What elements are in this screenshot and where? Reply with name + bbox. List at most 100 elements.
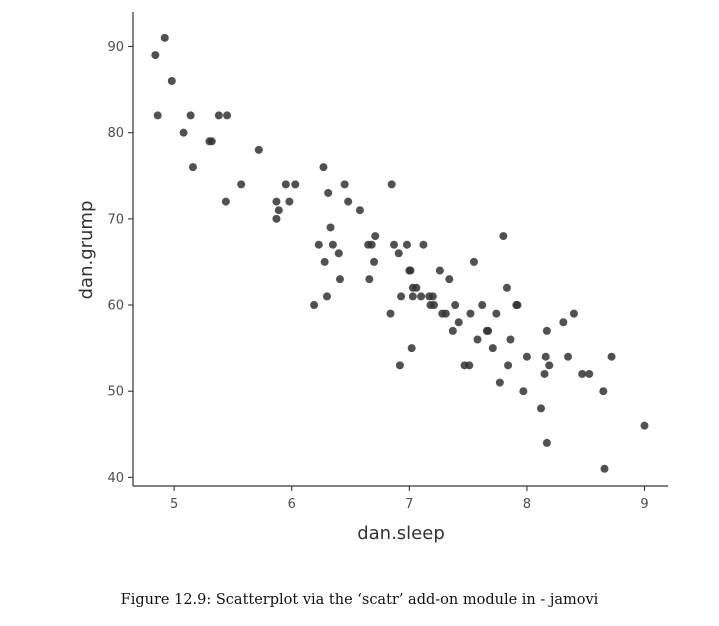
x-axis-title: dan.sleep — [357, 523, 445, 544]
data-point — [335, 275, 344, 284]
data-point — [540, 369, 549, 378]
data-point — [323, 292, 332, 301]
data-point — [406, 266, 415, 275]
data-point — [367, 240, 376, 249]
data-point — [408, 292, 417, 301]
data-point — [390, 240, 399, 249]
data-point — [386, 309, 395, 318]
data-point — [160, 33, 169, 42]
data-point — [223, 111, 232, 120]
data-point — [451, 301, 460, 310]
data-point — [435, 266, 444, 275]
y-tick-label: 40 — [107, 471, 124, 486]
data-point — [599, 387, 608, 396]
data-point — [559, 318, 568, 327]
data-point — [207, 137, 216, 146]
data-point — [506, 335, 515, 344]
data-point — [537, 404, 546, 413]
data-point — [365, 275, 374, 284]
y-tick-label: 80 — [107, 126, 124, 141]
data-point — [564, 352, 573, 361]
data-point — [324, 188, 333, 197]
data-point — [417, 292, 426, 301]
data-point — [221, 197, 230, 206]
data-point — [179, 128, 188, 137]
data-point — [522, 352, 531, 361]
data-point — [407, 344, 416, 353]
data-point — [542, 326, 551, 335]
data-point — [469, 257, 478, 266]
data-point — [340, 180, 349, 189]
data-point — [445, 275, 454, 284]
data-point — [387, 180, 396, 189]
data-point — [541, 352, 550, 361]
data-point — [499, 232, 508, 241]
data-point — [214, 111, 223, 120]
data-point — [328, 240, 337, 249]
data-point — [640, 421, 649, 430]
data-point — [542, 438, 551, 447]
data-point — [237, 180, 246, 189]
data-point — [186, 111, 195, 120]
data-point — [314, 240, 323, 249]
data-point — [402, 240, 411, 249]
data-point — [504, 361, 513, 370]
data-point — [430, 301, 439, 310]
data-point — [272, 197, 281, 206]
data-point — [419, 240, 428, 249]
data-point — [188, 163, 197, 172]
data-point — [502, 283, 511, 292]
data-point — [371, 232, 380, 241]
x-tick-label: 8 — [523, 497, 531, 512]
ticks: 5 6 7 8 9 40 50 60 70 80 90 — [107, 40, 648, 512]
data-point — [607, 352, 616, 361]
data-point — [394, 249, 403, 258]
data-point — [492, 309, 501, 318]
data-point — [274, 206, 283, 215]
data-point — [320, 257, 329, 266]
data-point — [578, 369, 587, 378]
y-tick-label: 50 — [107, 385, 124, 400]
data-point — [473, 335, 482, 344]
y-tick-label: 70 — [107, 212, 124, 227]
data-point — [151, 51, 160, 60]
data-point — [545, 361, 554, 370]
data-point — [285, 197, 294, 206]
data-point — [395, 361, 404, 370]
data-point — [355, 206, 364, 215]
data-point — [167, 76, 176, 85]
y-axis-title: dan.grump — [76, 201, 97, 300]
data-point — [326, 223, 335, 232]
data-point — [600, 464, 609, 473]
data-point — [370, 257, 379, 266]
data-point — [488, 344, 497, 353]
data-point — [153, 111, 162, 120]
x-tick-label: 6 — [288, 497, 296, 512]
scatterplot: 5 6 7 8 9 40 50 60 70 80 90 dan.sleep dan.grump — [76, 12, 668, 544]
y-tick-label: 60 — [107, 299, 124, 314]
data-point — [454, 318, 463, 327]
x-tick-label: 5 — [170, 497, 178, 512]
y-tick-label: 90 — [107, 40, 124, 55]
data-point — [281, 180, 290, 189]
x-tick-label: 7 — [405, 497, 413, 512]
data-point — [344, 197, 353, 206]
data-point — [513, 301, 522, 310]
points-layer — [151, 33, 649, 473]
data-point — [495, 378, 504, 387]
data-point — [484, 326, 493, 335]
figure-caption: Figure 12.9: Scatterplot via the ‘scatr’… — [120, 592, 599, 608]
data-point — [428, 292, 437, 301]
data-point — [310, 301, 319, 310]
data-point — [441, 309, 450, 318]
data-point — [569, 309, 578, 318]
data-point — [412, 283, 421, 292]
axes — [132, 12, 668, 487]
data-point — [397, 292, 406, 301]
data-point — [448, 326, 457, 335]
x-tick-label: 9 — [640, 497, 648, 512]
data-point — [291, 180, 300, 189]
data-point — [319, 163, 328, 172]
data-point — [254, 145, 263, 154]
data-point — [519, 387, 528, 396]
